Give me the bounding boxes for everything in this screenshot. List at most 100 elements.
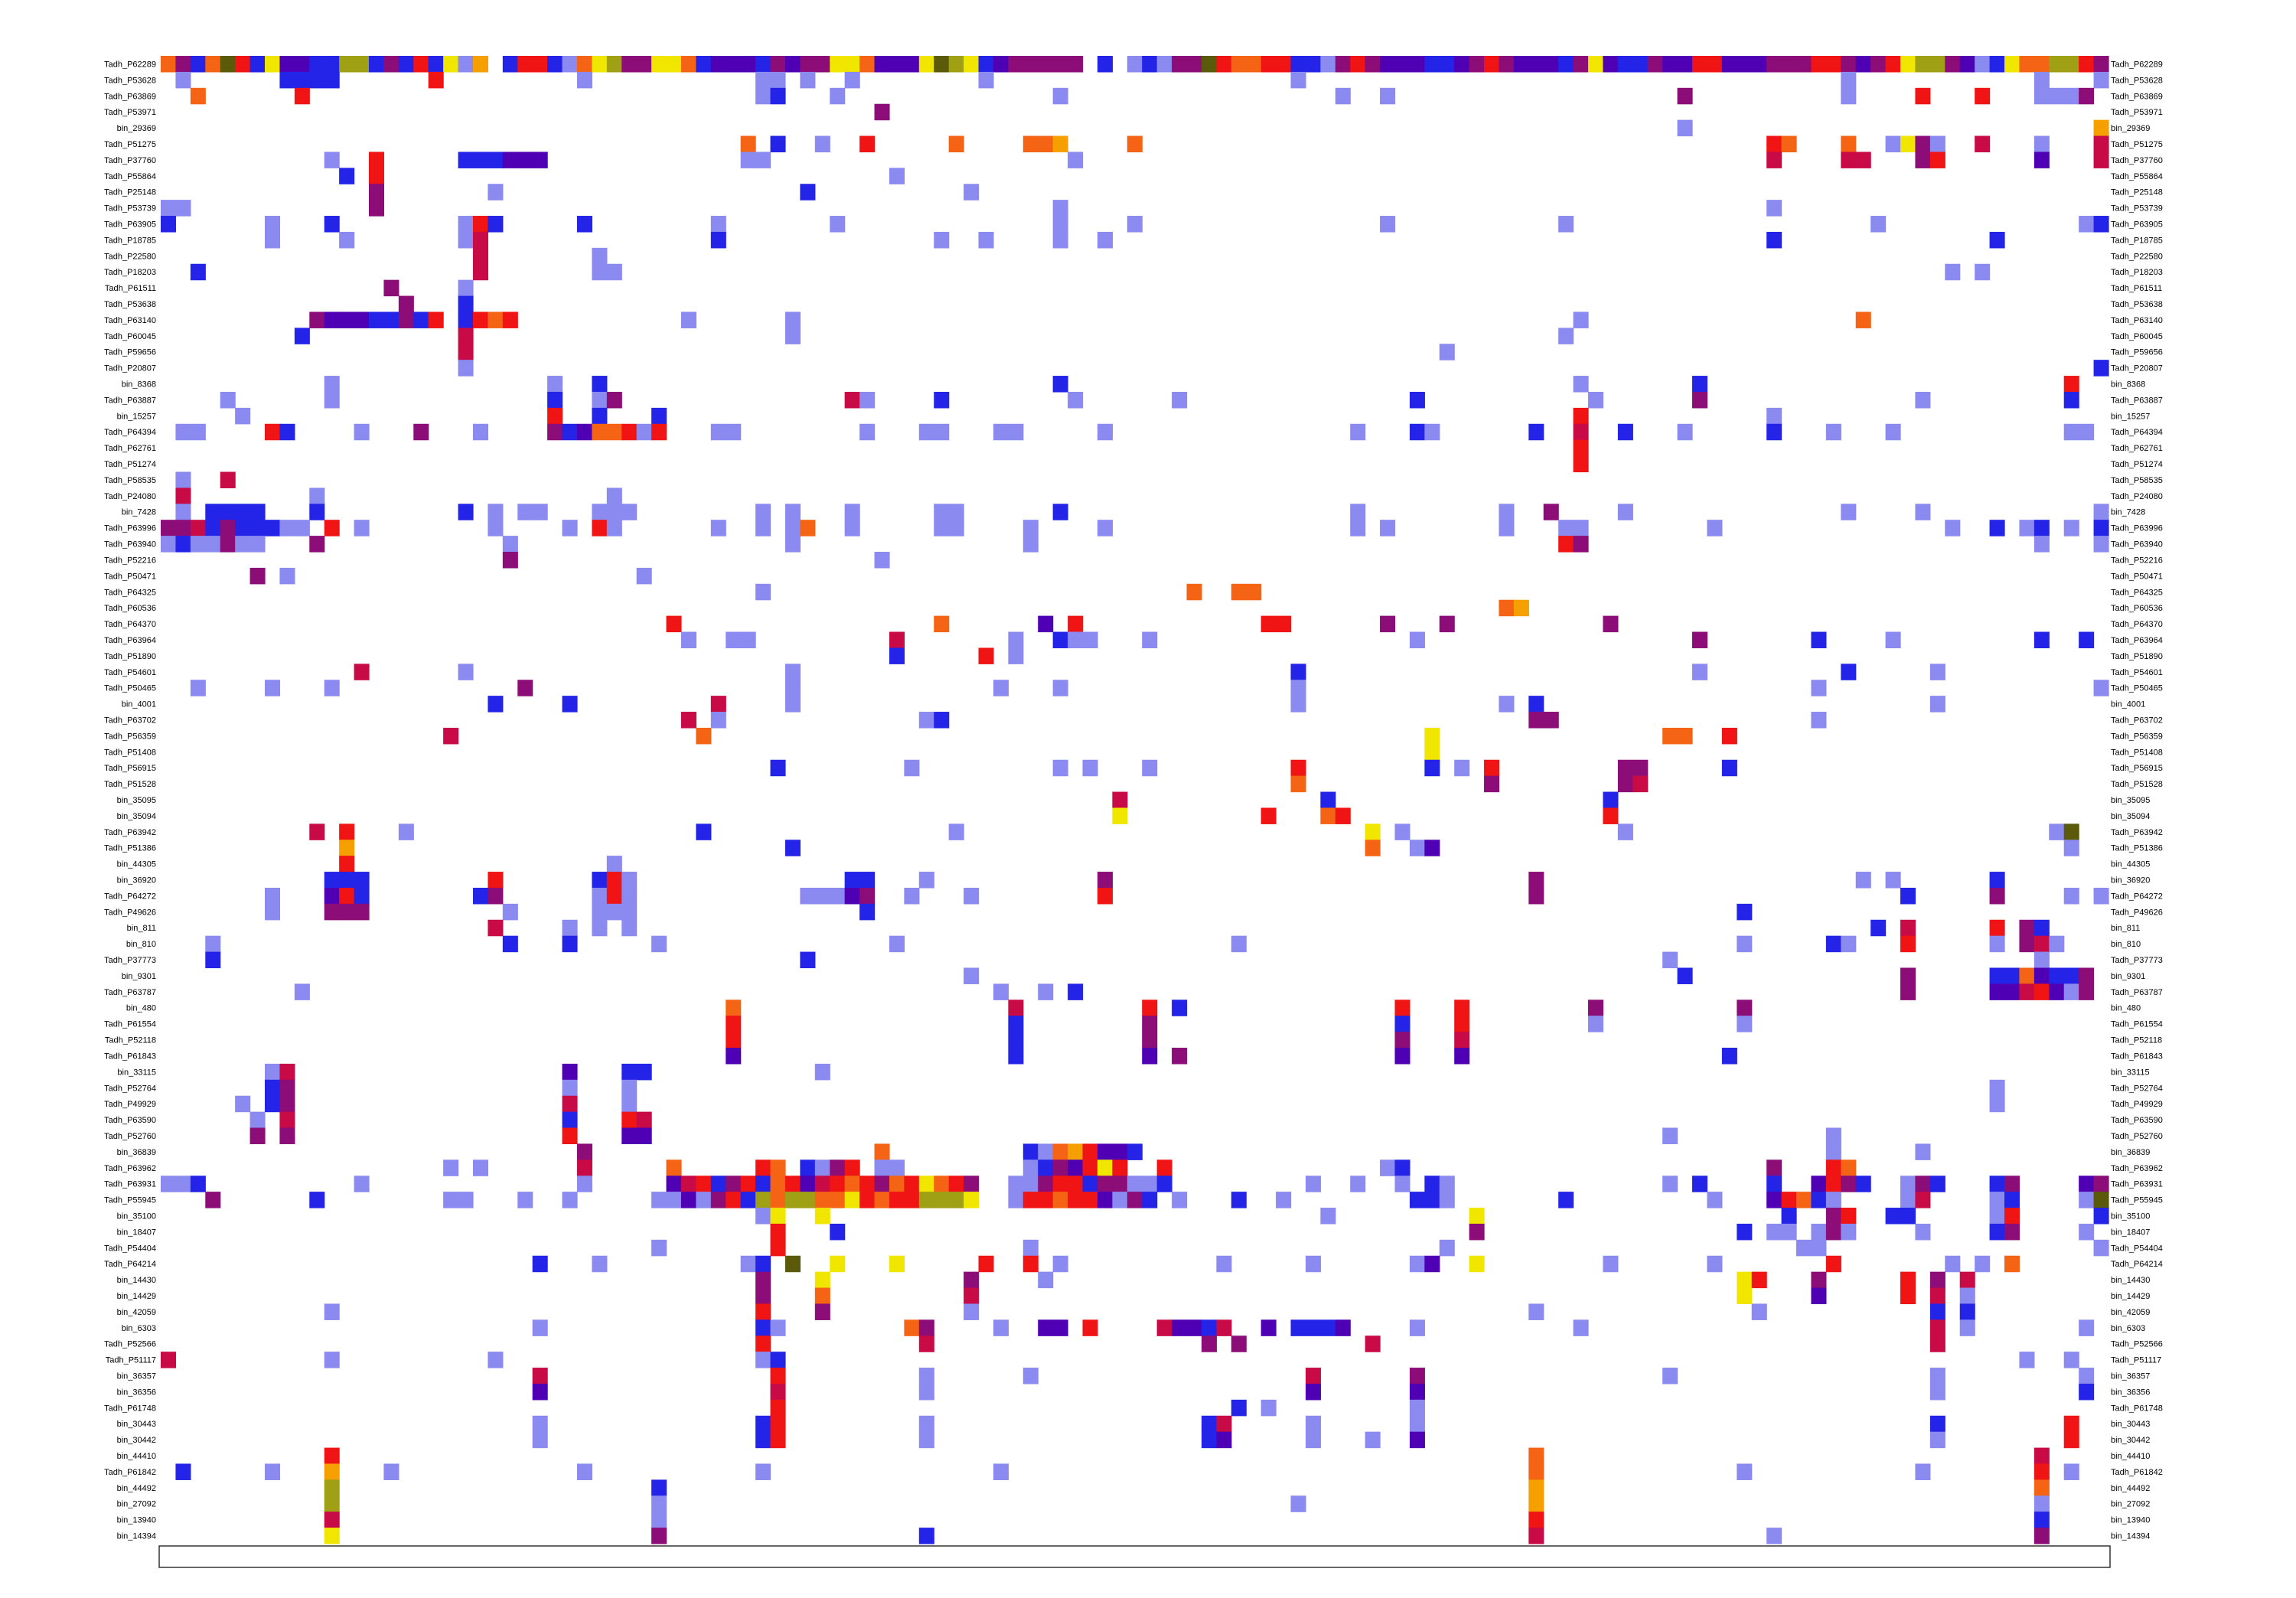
heatmap-cell [1365, 840, 1381, 856]
heatmap-cell [1692, 631, 1708, 649]
heatmap-cell [1825, 1255, 1841, 1273]
row-label: Tadh_P18785 [2111, 236, 2163, 245]
row-label: Tadh_P64370 [104, 620, 156, 629]
heatmap-cell [1825, 1159, 1841, 1176]
heatmap-cell [770, 1239, 786, 1257]
heatmap-cell [324, 520, 340, 536]
heatmap-cell [1261, 56, 1277, 73]
heatmap-cell [205, 536, 221, 553]
heatmap-cell [1617, 504, 1633, 520]
heatmap-cell [1751, 56, 1767, 73]
row-label: Tadh_P63962 [2111, 1164, 2163, 1173]
row-label: bin_18407 [2111, 1228, 2150, 1237]
heatmap-cell [1409, 840, 1425, 856]
heatmap-cell [830, 1176, 846, 1192]
heatmap-cell [472, 423, 489, 441]
heatmap-cell [502, 152, 518, 168]
heatmap-cell [235, 1095, 251, 1113]
heatmap-cell [874, 1176, 890, 1192]
heatmap-cell [651, 1192, 667, 1208]
heatmap-cell [1097, 56, 1113, 73]
row-label: Tadh_P51890 [2111, 652, 2163, 661]
heatmap-cell [1409, 1431, 1425, 1449]
heatmap-cell [1841, 87, 1857, 105]
heatmap-cell [1082, 631, 1098, 649]
heatmap-cell [1811, 56, 1827, 73]
row-label: bin_36839 [117, 1148, 156, 1157]
heatmap-cell [175, 536, 191, 553]
row-label: Tadh_P61842 [104, 1468, 156, 1477]
heatmap-cell [294, 328, 310, 344]
heatmap-cell [2063, 376, 2079, 393]
heatmap-cell [1038, 983, 1054, 1000]
row-labels-right: Tadh_P62289 Tadh_P53628 Tadh_P63869 Tadh_P5… [2111, 60, 2163, 1541]
heatmap-cell [1870, 919, 1887, 937]
heatmap-cell [964, 1303, 980, 1320]
row-label: Tadh_P53971 [104, 108, 156, 117]
heatmap-cell [680, 1192, 696, 1208]
heatmap-cell [1424, 1255, 1440, 1273]
heatmap-cell [1097, 1192, 1113, 1208]
heatmap-cell [726, 1176, 742, 1192]
heatmap-cell [562, 1095, 578, 1113]
heatmap-cell [562, 56, 578, 73]
heatmap-cell [621, 1111, 638, 1129]
heatmap-cell [1022, 1239, 1039, 1257]
heatmap-cell [1573, 439, 1589, 457]
row-label: Tadh_P49626 [2111, 908, 2163, 917]
row-label: Tadh_P63905 [2111, 220, 2163, 229]
row-label: bin_810 [2111, 940, 2141, 949]
heatmap-cell [904, 887, 920, 905]
heatmap-cell [621, 903, 638, 921]
heatmap-cell [1276, 1192, 1292, 1208]
row-label: bin_18407 [117, 1228, 156, 1237]
heatmap-cell [1038, 1159, 1054, 1176]
heatmap-cell [279, 423, 295, 441]
heatmap-cell [190, 56, 206, 73]
heatmap-cell [1811, 1271, 1827, 1289]
heatmap-cell [800, 520, 816, 536]
heatmap-cell [1796, 1239, 1812, 1257]
heatmap-cell [2004, 967, 2020, 984]
heatmap-cell [1380, 520, 1396, 536]
heatmap-cell [2033, 87, 2050, 105]
heatmap-cell [383, 56, 400, 73]
heatmap-cell [904, 1319, 920, 1336]
row-label: Tadh_P55864 [104, 172, 156, 181]
row-label: Tadh_P53638 [2111, 300, 2163, 309]
heatmap-cell [532, 56, 548, 73]
row-label: bin_14430 [117, 1276, 156, 1285]
heatmap-cell [1915, 56, 1931, 73]
heatmap-cell [1276, 56, 1292, 73]
row-label: bin_35095 [2111, 796, 2150, 805]
heatmap-cell [2063, 1352, 2079, 1368]
heatmap-cell [1365, 1335, 1381, 1352]
row-label: bin_14429 [117, 1292, 156, 1301]
heatmap-cell [1008, 647, 1024, 664]
heatmap-cell [1692, 376, 1708, 393]
heatmap-cell [1588, 56, 1604, 73]
heatmap-cell [1528, 56, 1544, 73]
heatmap-cell [1929, 696, 1945, 713]
heatmap-cell [1737, 1463, 1753, 1480]
row-label: Tadh_P51890 [104, 652, 156, 661]
heatmap-cell [1216, 1319, 1232, 1336]
heatmap-cell [264, 231, 281, 249]
heatmap-cell [2079, 967, 2095, 984]
heatmap-cell [651, 1528, 667, 1544]
heatmap-cell [324, 872, 340, 889]
heatmap-cell [1097, 887, 1113, 905]
heatmap-cell [517, 152, 533, 168]
heatmap-cell [175, 56, 191, 73]
row-label: Tadh_P64325 [104, 588, 156, 597]
heatmap-cell [1365, 1431, 1381, 1449]
heatmap-cell [2063, 840, 2079, 856]
row-label: bin_36920 [2111, 876, 2150, 885]
heatmap-cell [1989, 983, 2005, 1000]
heatmap-cell [1290, 71, 1306, 89]
heatmap-cell [1617, 56, 1633, 73]
heatmap-cell [1900, 1271, 1916, 1289]
heatmap-cell [621, 504, 638, 520]
heatmap-cell [1885, 135, 1901, 153]
heatmap-cell [1142, 1192, 1158, 1208]
